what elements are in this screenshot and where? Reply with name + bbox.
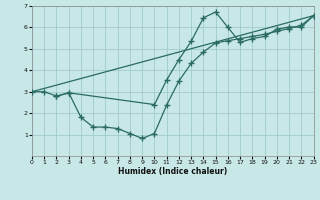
X-axis label: Humidex (Indice chaleur): Humidex (Indice chaleur) bbox=[118, 167, 228, 176]
